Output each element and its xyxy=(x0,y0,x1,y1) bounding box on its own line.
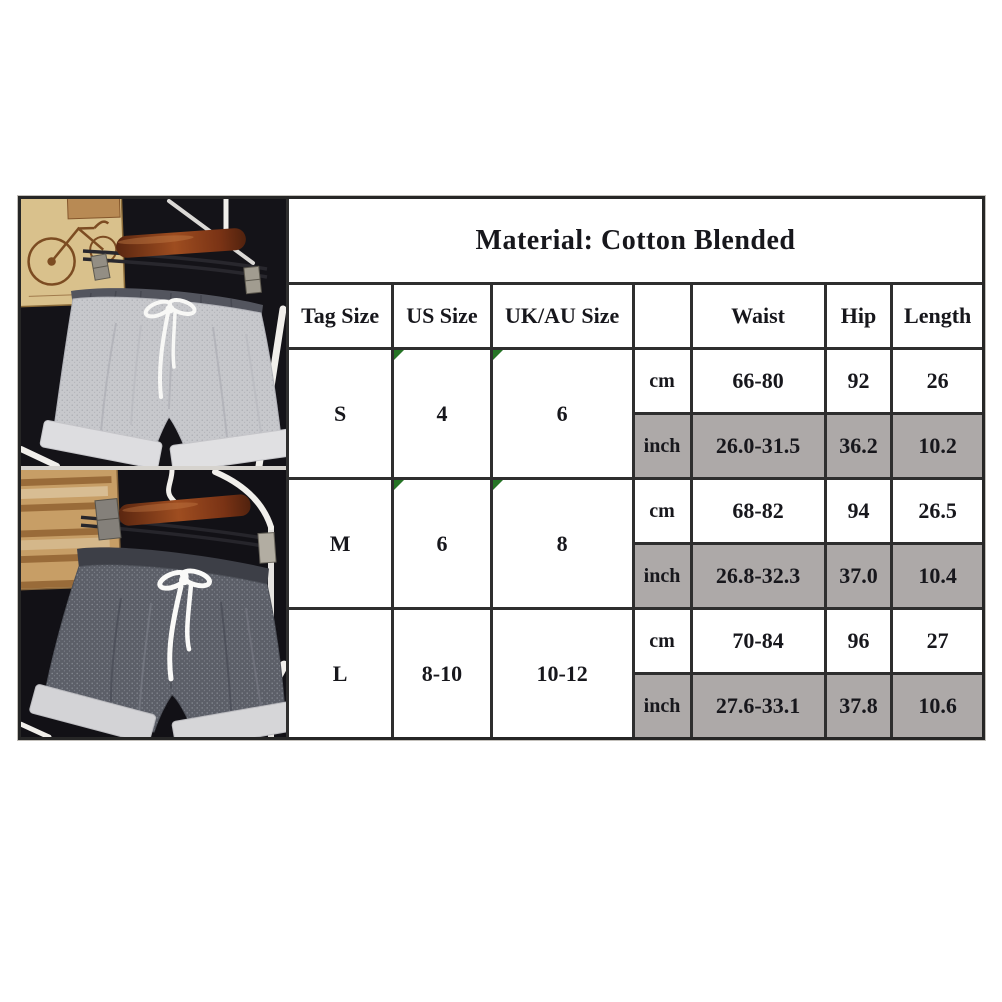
header-tag-size: Tag Size xyxy=(289,285,392,347)
photo-light-gray-shorts xyxy=(21,199,286,466)
cell-l-uk: 10-12 xyxy=(492,610,632,737)
cell-l-us: 8-10 xyxy=(394,610,490,737)
cell-l-inch-unit: inch xyxy=(634,675,690,737)
cell-s-inch-length: 10.2 xyxy=(893,415,982,477)
cell-m-tag: M xyxy=(289,480,392,607)
cell-l-cm-waist: 70-84 xyxy=(692,610,824,672)
cell-s-inch-hip: 36.2 xyxy=(826,415,891,477)
light-shorts-illustration xyxy=(21,199,286,466)
cell-s-cm-waist: 66-80 xyxy=(692,350,824,412)
cell-m-cm-unit: cm xyxy=(634,480,690,542)
header-length: Length xyxy=(893,285,982,347)
metal-clips xyxy=(90,253,262,295)
right-cuff xyxy=(169,428,286,466)
drawstring xyxy=(143,298,197,399)
cell-l-tag: L xyxy=(289,610,392,737)
cell-m-inch-hip: 37.0 xyxy=(826,545,891,607)
header-unit xyxy=(634,285,690,347)
cell-m-cm-waist: 68-82 xyxy=(692,480,824,542)
cell-s-inch-waist: 26.0-31.5 xyxy=(692,415,824,477)
metal-clips xyxy=(94,497,277,564)
right-cuff xyxy=(171,700,286,737)
photo-divider xyxy=(21,466,286,470)
cell-l-inch-length: 10.6 xyxy=(893,675,982,737)
cell-s-tag: S xyxy=(289,350,392,477)
dark-shorts-illustration xyxy=(21,470,286,737)
wooden-hanger-bar xyxy=(118,494,251,526)
dark-gray-shorts xyxy=(29,547,286,737)
cell-l-cm-unit: cm xyxy=(634,610,690,672)
cell-m-inch-unit: inch xyxy=(634,545,690,607)
cell-l-cm-hip: 96 xyxy=(826,610,891,672)
material-title: Material: Cotton Blended xyxy=(289,199,982,282)
header-us-size: US Size xyxy=(394,285,490,347)
cell-l-inch-hip: 37.8 xyxy=(826,675,891,737)
fabric-folds xyxy=(100,322,262,438)
cell-s-cm-length: 26 xyxy=(893,350,982,412)
photo-dark-gray-shorts xyxy=(21,470,286,737)
product-card: Material: Cotton Blended Tag Size US Siz… xyxy=(18,196,985,740)
wooden-hanger-bar xyxy=(116,228,246,258)
light-gray-shorts xyxy=(39,288,286,466)
cell-m-uk: 8 xyxy=(492,480,632,607)
cell-m-cm-length: 26.5 xyxy=(893,480,982,542)
drawstring xyxy=(157,568,212,682)
cell-s-cm-hip: 92 xyxy=(826,350,891,412)
cell-l-inch-waist: 27.6-33.1 xyxy=(692,675,824,737)
header-waist: Waist xyxy=(692,285,824,347)
size-table: Material: Cotton Blended Tag Size US Siz… xyxy=(286,199,982,737)
cell-s-cm-unit: cm xyxy=(634,350,690,412)
cell-l-cm-length: 27 xyxy=(893,610,982,672)
cell-s-uk: 6 xyxy=(492,350,632,477)
cell-m-us: 6 xyxy=(394,480,490,607)
cell-s-us: 4 xyxy=(394,350,490,477)
cell-m-inch-length: 10.4 xyxy=(893,545,982,607)
bicycle-drawing xyxy=(27,220,118,297)
cell-s-inch-unit: inch xyxy=(634,415,690,477)
left-cuff xyxy=(29,684,157,737)
header-ukau-size: UK/AU Size xyxy=(492,285,632,347)
left-cuff xyxy=(39,419,163,466)
cell-m-cm-hip: 94 xyxy=(826,480,891,542)
header-hip: Hip xyxy=(826,285,891,347)
cell-m-inch-waist: 26.8-32.3 xyxy=(692,545,824,607)
product-photos xyxy=(21,199,286,737)
